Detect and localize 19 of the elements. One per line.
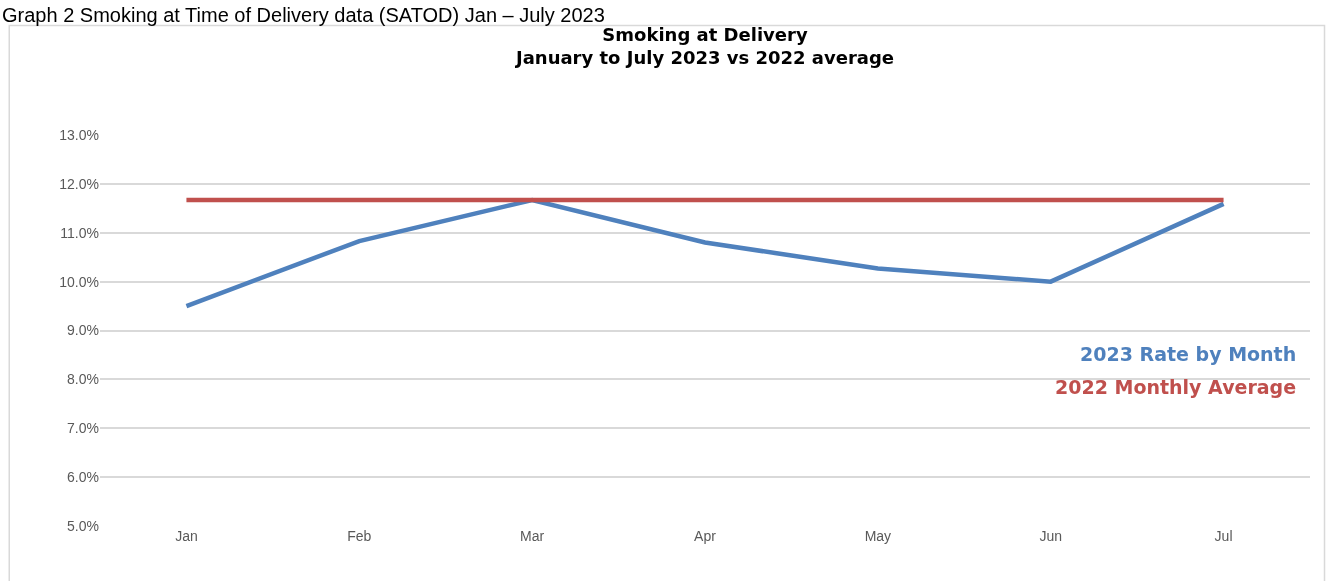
y-tick-label: 8.0% <box>67 371 99 388</box>
y-tick-label: 12.0% <box>59 175 99 192</box>
x-tick-label: Mar <box>520 528 545 544</box>
x-tick-label: Jul <box>1214 528 1233 544</box>
x-tick-label: Apr <box>694 528 717 544</box>
x-tick-label: Feb <box>347 528 372 544</box>
y-tick-label: 5.0% <box>67 517 99 534</box>
y-tick-label: 6.0% <box>67 469 99 486</box>
caption: Graph 2 Smoking at Time of Delivery data (SATOD) Jan – July 2023 <box>2 4 605 26</box>
y-tick-label: 13.0% <box>59 126 99 143</box>
y-tick-label: 10.0% <box>59 273 99 290</box>
y-tick-label: 7.0% <box>67 420 99 437</box>
x-tick-label: May <box>864 528 892 544</box>
x-tick-label: Jan <box>175 528 198 544</box>
text: 2022 Monthly Average <box>1055 376 1297 398</box>
y-tick-label: 9.0% <box>67 322 99 339</box>
x-tick-label: Jun <box>1039 528 1062 544</box>
y-tick-label: 11.0% <box>60 224 99 241</box>
text: 2023 Rate by Month <box>1080 343 1297 365</box>
